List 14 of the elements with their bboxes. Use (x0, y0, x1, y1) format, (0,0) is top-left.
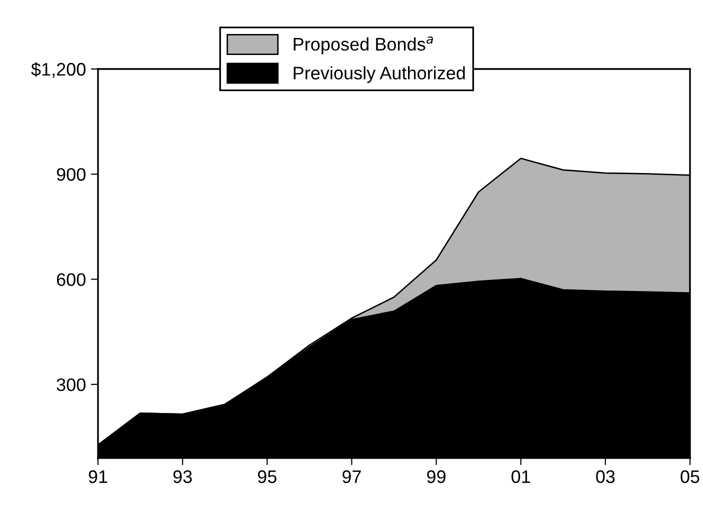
x-tick-label: 95 (258, 470, 276, 484)
x-tick-label: 91 (88, 470, 108, 484)
y-tick-label: 600 (56, 273, 86, 286)
x-tick-label: 93 (173, 470, 192, 484)
x-tick-label: 99 (427, 470, 446, 484)
x-tick-label: 01 (512, 470, 530, 484)
legend-label: Previously Authorized (294, 66, 465, 84)
x-tick-label: 05 (680, 470, 700, 484)
y-tick-label: 300 (56, 378, 86, 392)
x-tick-label: 97 (342, 470, 361, 484)
y-tick-label: 900 (56, 168, 86, 181)
y-tick-label: $1,200 (31, 62, 86, 78)
legend-label: Proposed Bonds$^{a}$ (294, 36, 433, 54)
x-tick-label: 03 (596, 470, 615, 484)
